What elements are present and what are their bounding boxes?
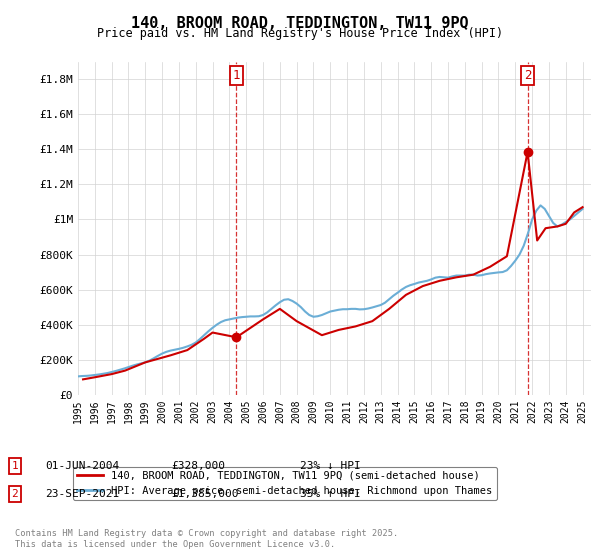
Text: 23% ↓ HPI: 23% ↓ HPI <box>300 461 361 471</box>
Text: Price paid vs. HM Land Registry's House Price Index (HPI): Price paid vs. HM Land Registry's House … <box>97 27 503 40</box>
Text: £1,385,000: £1,385,000 <box>171 489 238 499</box>
Text: 23-SEP-2021: 23-SEP-2021 <box>45 489 119 499</box>
Text: £328,000: £328,000 <box>171 461 225 471</box>
Text: 2: 2 <box>11 489 19 499</box>
Legend: 140, BROOM ROAD, TEDDINGTON, TW11 9PQ (semi-detached house), HPI: Average price,: 140, BROOM ROAD, TEDDINGTON, TW11 9PQ (s… <box>73 466 497 500</box>
Text: 140, BROOM ROAD, TEDDINGTON, TW11 9PQ: 140, BROOM ROAD, TEDDINGTON, TW11 9PQ <box>131 16 469 31</box>
Text: 2: 2 <box>524 69 532 82</box>
Text: 35% ↑ HPI: 35% ↑ HPI <box>300 489 361 499</box>
Text: 1: 1 <box>233 69 240 82</box>
Text: 01-JUN-2004: 01-JUN-2004 <box>45 461 119 471</box>
Text: 1: 1 <box>11 461 19 471</box>
Text: Contains HM Land Registry data © Crown copyright and database right 2025.
This d: Contains HM Land Registry data © Crown c… <box>15 529 398 549</box>
